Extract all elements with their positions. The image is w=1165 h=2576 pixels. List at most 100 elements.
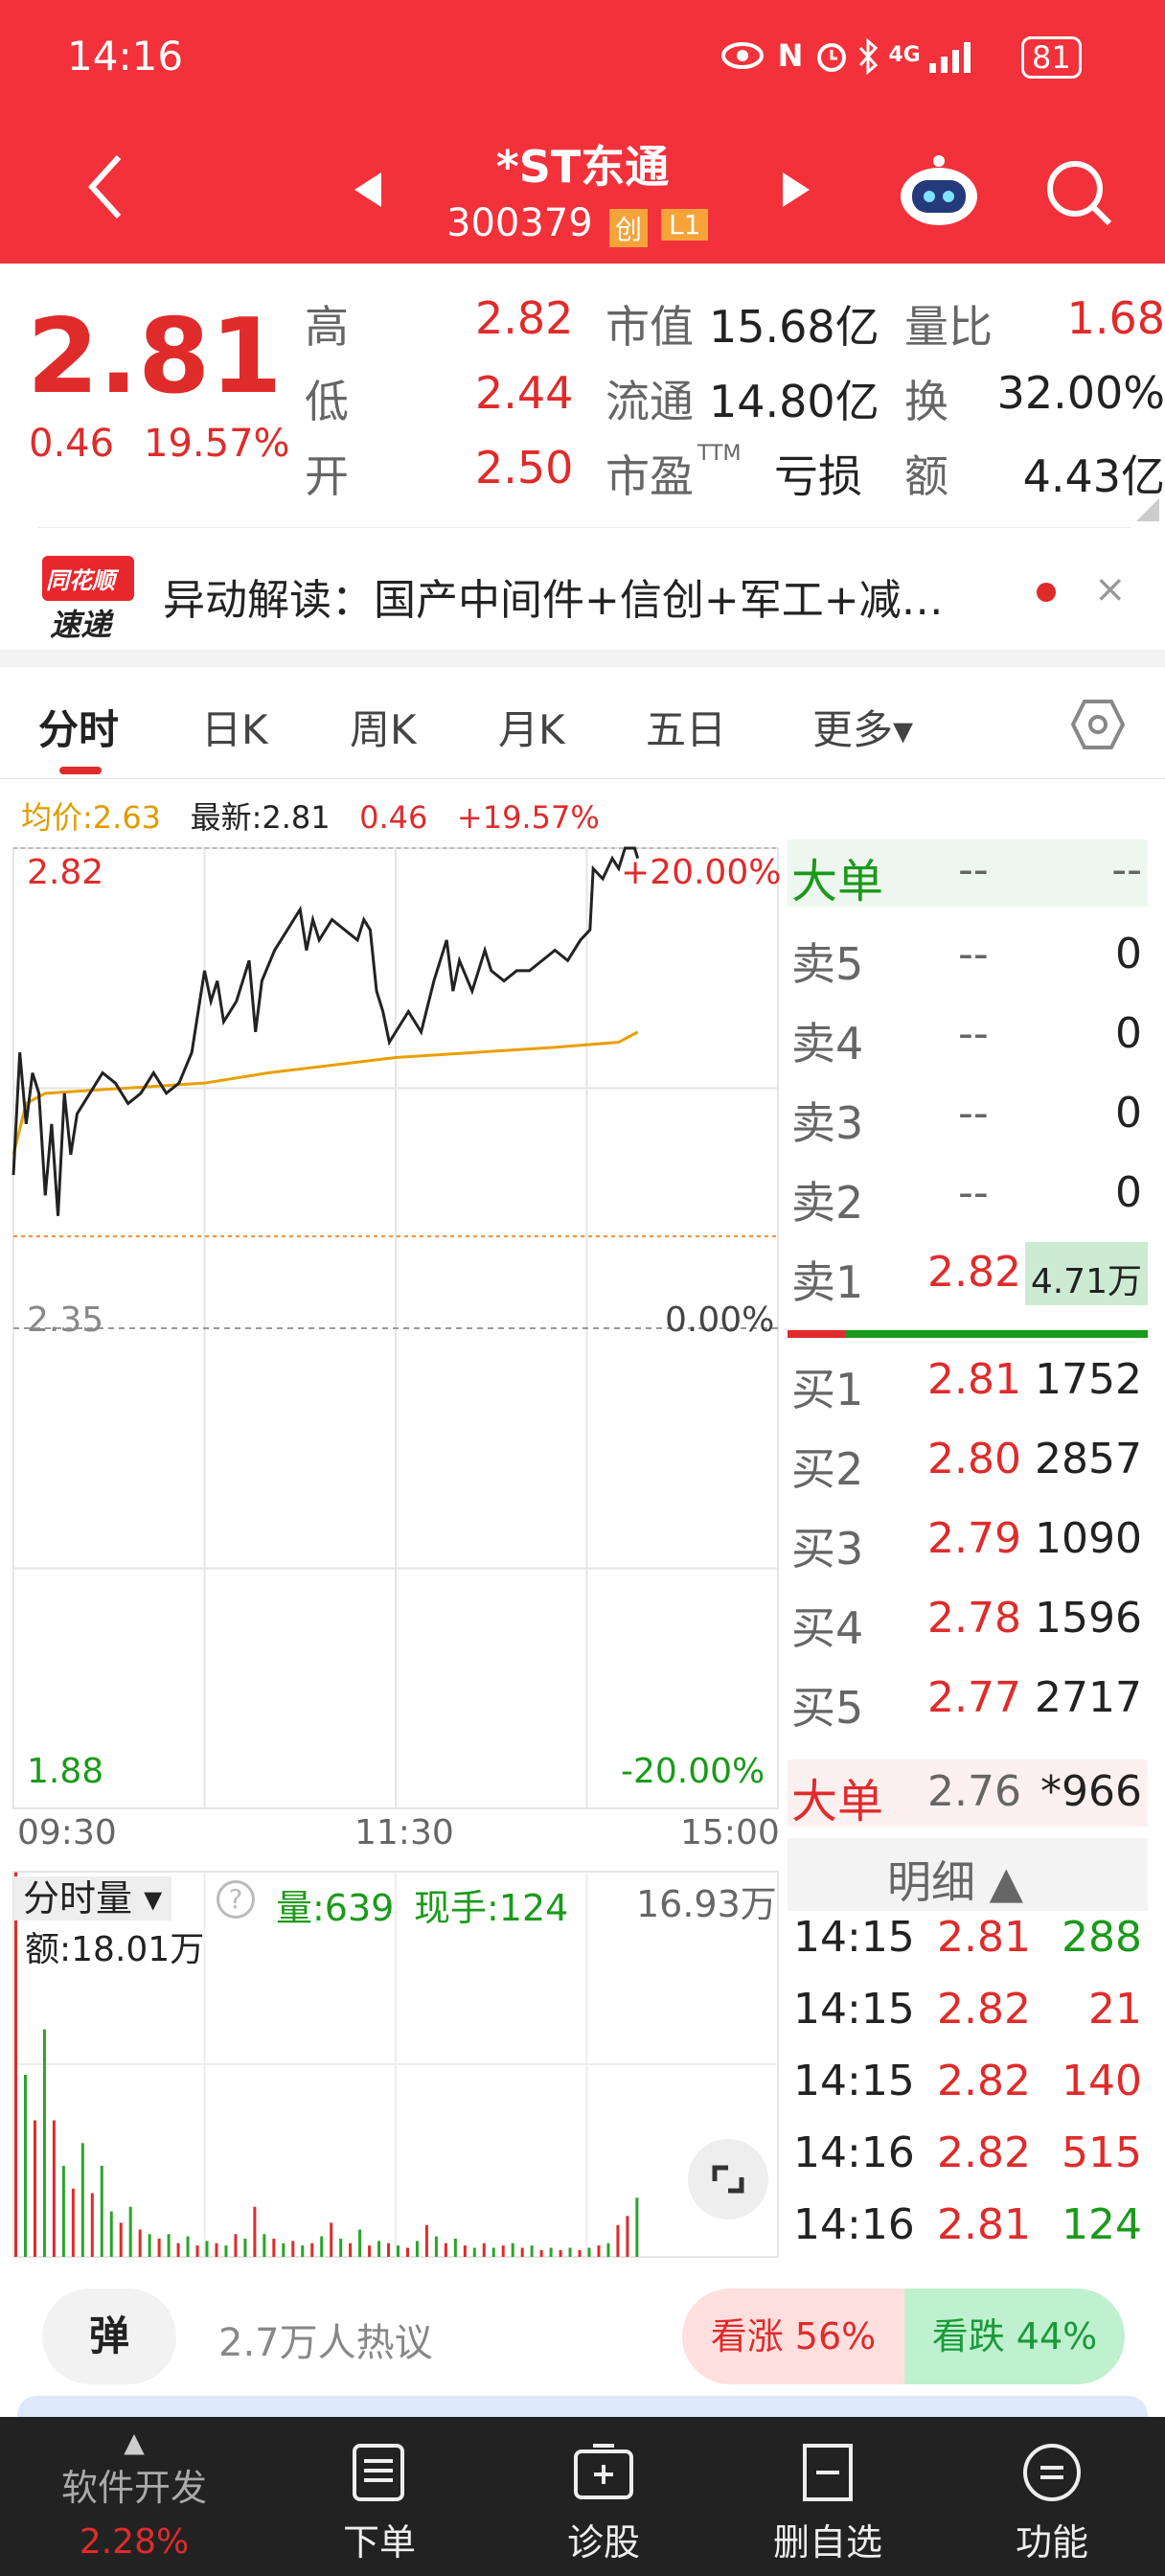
- close-news-icon[interactable]: ×: [1094, 567, 1127, 611]
- nfc-icon: N: [777, 37, 804, 74]
- avg-price-line: [11, 1030, 639, 1156]
- volume-bar: [349, 2242, 353, 2257]
- trade-time: 14:16: [793, 2128, 915, 2177]
- stat-label: 量比: [904, 301, 993, 353]
- volume-indicator-dropdown[interactable]: 分时量 ▾: [13, 1876, 172, 1920]
- next-stock-icon[interactable]: [783, 172, 811, 207]
- volume-bar: [597, 2245, 601, 2257]
- intraday-chart[interactable]: [0, 839, 781, 1816]
- tab-0[interactable]: 分时: [38, 706, 120, 753]
- volume-bar: [482, 2242, 486, 2257]
- sell-ratio-bar: [845, 1330, 1148, 1338]
- detail-title[interactable]: 明细 ▲: [887, 1856, 1023, 1908]
- danmu-button[interactable]: 弹: [42, 2288, 176, 2384]
- big-order-bg: [788, 840, 1148, 907]
- volume-bar: [138, 2229, 142, 2257]
- buy-volume: 1752: [1035, 1355, 1142, 1404]
- discussion-count[interactable]: 2.7万人热议: [218, 2321, 433, 2365]
- big-order-value: --: [1111, 845, 1142, 894]
- bearish-button[interactable]: 看跌 44%: [904, 2288, 1125, 2384]
- info-change: 0.46: [359, 799, 428, 836]
- detail-header[interactable]: [788, 1838, 1148, 1911]
- sell-level-label: 卖5: [791, 938, 864, 990]
- volume-bar: [520, 2247, 524, 2257]
- search-icon[interactable]: [1044, 158, 1113, 227]
- price-line: [11, 846, 640, 1216]
- stat-label: 高: [305, 301, 349, 353]
- sell-price: --: [958, 1089, 989, 1138]
- expand-corner-icon[interactable]: [1136, 498, 1159, 521]
- volume-bar: [472, 2247, 476, 2257]
- current-price: 2.81: [27, 297, 283, 417]
- back-icon[interactable]: [86, 153, 125, 220]
- stat-label: 低: [305, 376, 349, 427]
- tab-3[interactable]: 月K: [498, 706, 565, 753]
- sell-volume: 4.71万: [1030, 1262, 1142, 1301]
- volume-max: 16.93万: [636, 1883, 777, 1925]
- volume-bar: [23, 2075, 27, 2257]
- tab-4[interactable]: 五日: [646, 706, 727, 753]
- tab-2[interactable]: 周K: [350, 706, 417, 753]
- volume-bar: [195, 2245, 199, 2257]
- volume-bar: [587, 2247, 591, 2257]
- axis-bottom-pct: -20.00%: [621, 1752, 765, 1791]
- sell-level-label: 卖2: [791, 1177, 864, 1229]
- avg-price-label: 均价:2.63: [21, 799, 162, 836]
- fullscreen-button[interactable]: [688, 2139, 768, 2220]
- alarm-icon: [817, 43, 846, 72]
- stat-value: 2.82: [475, 292, 574, 344]
- settings-hexagon-icon[interactable]: [1071, 698, 1125, 751]
- volume-bar: [310, 2242, 314, 2257]
- volume-bar: [186, 2236, 190, 2257]
- volume-bar: [14, 1872, 17, 2257]
- volume-bar: [167, 2234, 171, 2257]
- axis-bottom-price: 1.88: [27, 1752, 104, 1791]
- divider: [38, 527, 1131, 528]
- volume-bar: [549, 2247, 553, 2257]
- volume-bar: [320, 2236, 324, 2257]
- nav-remove-watchlist[interactable]: 删自选: [732, 2442, 924, 2565]
- volume-bar: [100, 2166, 103, 2257]
- volume-bar: [463, 2245, 467, 2257]
- axis-mid-price: 2.35: [27, 1300, 104, 1340]
- unread-dot: [1037, 583, 1056, 602]
- nav-label: 功能: [1015, 2521, 1088, 2564]
- bullish-button[interactable]: 看涨 56%: [682, 2288, 904, 2384]
- tab-1[interactable]: 日K: [201, 706, 268, 753]
- nav-diagnose[interactable]: 诊股: [508, 2442, 699, 2565]
- buy-price: 2.81: [927, 1355, 1021, 1404]
- volume-bar: [606, 2242, 610, 2257]
- sector-button[interactable]: ▲ 软件开发 2.28%: [38, 2426, 230, 2562]
- prev-stock-icon[interactable]: [354, 172, 383, 207]
- tab-5[interactable]: 更多▾: [812, 706, 914, 753]
- volume-bar: [530, 2245, 534, 2257]
- volume-bar: [61, 2166, 65, 2257]
- sell-volume: 0: [1115, 930, 1142, 978]
- time-end: 15:00: [680, 1813, 780, 1852]
- expand-up-icon: ▲: [124, 2426, 145, 2458]
- volume-bar: [501, 2245, 505, 2257]
- nav-label: 诊股: [566, 2521, 640, 2564]
- sell-price: 2.82: [927, 1248, 1021, 1297]
- big-order2-bg: [788, 1760, 1148, 1827]
- volume-bar: [539, 2249, 543, 2257]
- nav-order[interactable]: 下单: [284, 2442, 475, 2565]
- volume-bar: [80, 2143, 84, 2257]
- battery-icon: 81: [1021, 36, 1082, 79]
- trade-price: 2.81: [937, 1913, 1031, 1962]
- volume-bar: [71, 2188, 75, 2257]
- help-icon[interactable]: ?: [217, 1880, 255, 1919]
- buy-price: 2.77: [927, 1673, 1021, 1722]
- sell-level-label: 卖1: [791, 1256, 864, 1308]
- news-headline[interactable]: 异动解读：国产中间件+信创+军工+减…: [163, 576, 944, 625]
- volume-chart[interactable]: [0, 1862, 781, 2260]
- stat-value: 亏损: [774, 450, 862, 502]
- network-label: 4G: [888, 43, 921, 67]
- big-order2-volume: *966: [1040, 1767, 1142, 1816]
- trade-time: 14:15: [793, 1913, 915, 1962]
- robot-assistant-icon[interactable]: [896, 153, 982, 230]
- nav-functions[interactable]: 功能: [956, 2442, 1148, 2565]
- stat-value: 1.68: [1066, 292, 1165, 344]
- stat-value: 4.43亿: [1022, 450, 1165, 502]
- volume-bar: [339, 2239, 343, 2257]
